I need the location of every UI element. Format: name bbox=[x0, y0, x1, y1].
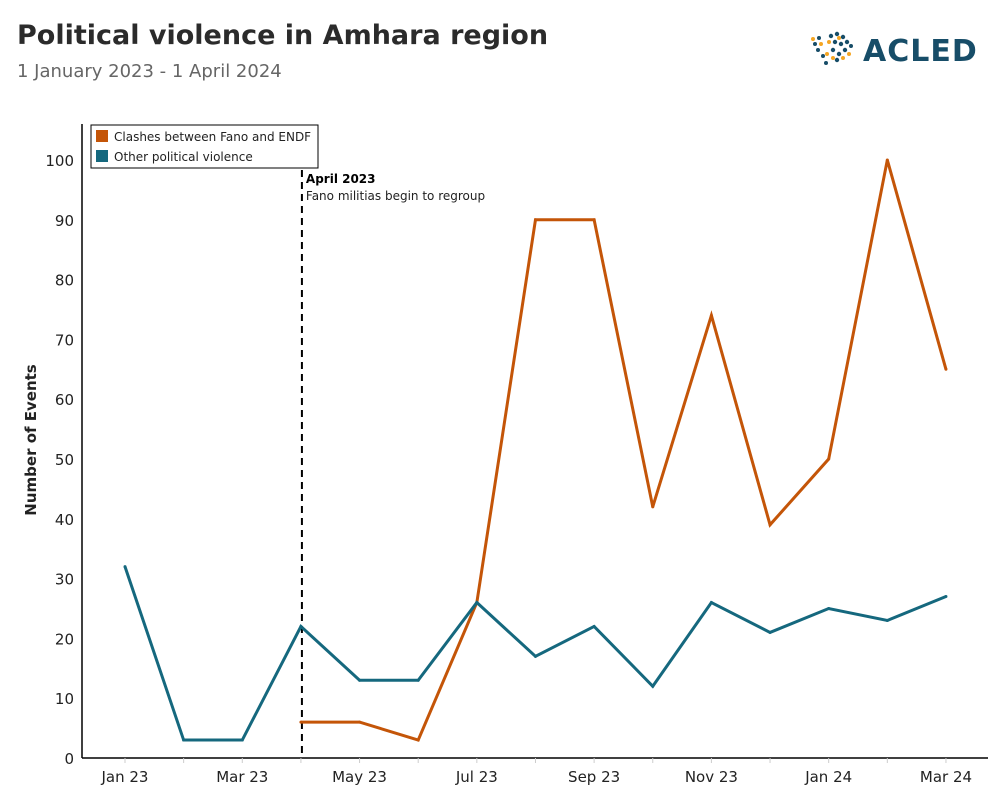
x-tick-label: Jan 23 bbox=[101, 768, 149, 786]
data-point bbox=[827, 457, 831, 461]
data-point bbox=[182, 738, 186, 742]
acled-logo: ACLED bbox=[805, 28, 978, 74]
data-point bbox=[651, 505, 655, 509]
data-point bbox=[475, 601, 479, 605]
data-point bbox=[416, 678, 420, 682]
data-point bbox=[533, 654, 537, 658]
data-point bbox=[651, 684, 655, 688]
y-tick-label: 90 bbox=[55, 212, 74, 230]
annotation-text: Fano militias begin to regroup bbox=[306, 189, 485, 203]
data-point bbox=[358, 720, 362, 724]
y-tick-label: 60 bbox=[55, 391, 74, 409]
data-point bbox=[592, 624, 596, 628]
data-point bbox=[709, 601, 713, 605]
y-tick-label: 10 bbox=[55, 690, 74, 708]
y-tick-label: 0 bbox=[64, 750, 74, 768]
logo-text: ACLED bbox=[863, 33, 978, 69]
y-tick-label: 40 bbox=[55, 511, 74, 529]
legend-label: Clashes between Fano and ENDF bbox=[114, 130, 311, 144]
x-tick-label: May 23 bbox=[332, 768, 387, 786]
y-tick-label: 100 bbox=[45, 152, 74, 170]
data-point bbox=[885, 618, 889, 622]
y-axis-title: Number of Events bbox=[22, 364, 40, 515]
y-tick-label: 70 bbox=[55, 331, 74, 349]
series-line-1 bbox=[123, 566, 947, 742]
y-tick-label: 30 bbox=[55, 571, 74, 589]
data-point bbox=[944, 595, 948, 599]
data-point bbox=[768, 523, 772, 527]
data-point bbox=[533, 218, 537, 222]
y-tick-label: 80 bbox=[55, 272, 74, 290]
x-tick-label: Nov 23 bbox=[685, 768, 738, 786]
annotation-title: April 2023 bbox=[306, 172, 376, 186]
x-tick-label: Jul 23 bbox=[455, 768, 498, 786]
data-point bbox=[299, 624, 303, 628]
x-tick-label: Jan 24 bbox=[804, 768, 852, 786]
data-point bbox=[299, 720, 303, 724]
x-tick-label: Mar 23 bbox=[216, 768, 268, 786]
legend-label: Other political violence bbox=[114, 150, 253, 164]
x-tick-label: Mar 24 bbox=[920, 768, 972, 786]
chart-subtitle: 1 January 2023 - 1 April 2024 bbox=[17, 61, 282, 82]
data-point bbox=[768, 630, 772, 634]
data-point bbox=[827, 607, 831, 610]
data-point bbox=[416, 738, 420, 742]
data-point bbox=[123, 565, 127, 569]
legend-box bbox=[90, 124, 319, 169]
globe-icon bbox=[811, 31, 853, 65]
data-point bbox=[944, 367, 948, 371]
data-point bbox=[709, 313, 713, 317]
y-tick-label: 50 bbox=[55, 451, 74, 469]
x-tick-label: Sep 23 bbox=[568, 768, 620, 786]
chart-title: Political violence in Amhara region bbox=[17, 20, 549, 51]
series-line-0 bbox=[300, 159, 948, 742]
legend-swatch bbox=[96, 130, 108, 142]
data-point bbox=[240, 738, 244, 742]
data-point bbox=[885, 158, 889, 162]
legend-swatch bbox=[96, 150, 108, 162]
data-point bbox=[592, 218, 596, 222]
y-tick-label: 20 bbox=[55, 630, 74, 648]
data-point bbox=[358, 678, 362, 682]
